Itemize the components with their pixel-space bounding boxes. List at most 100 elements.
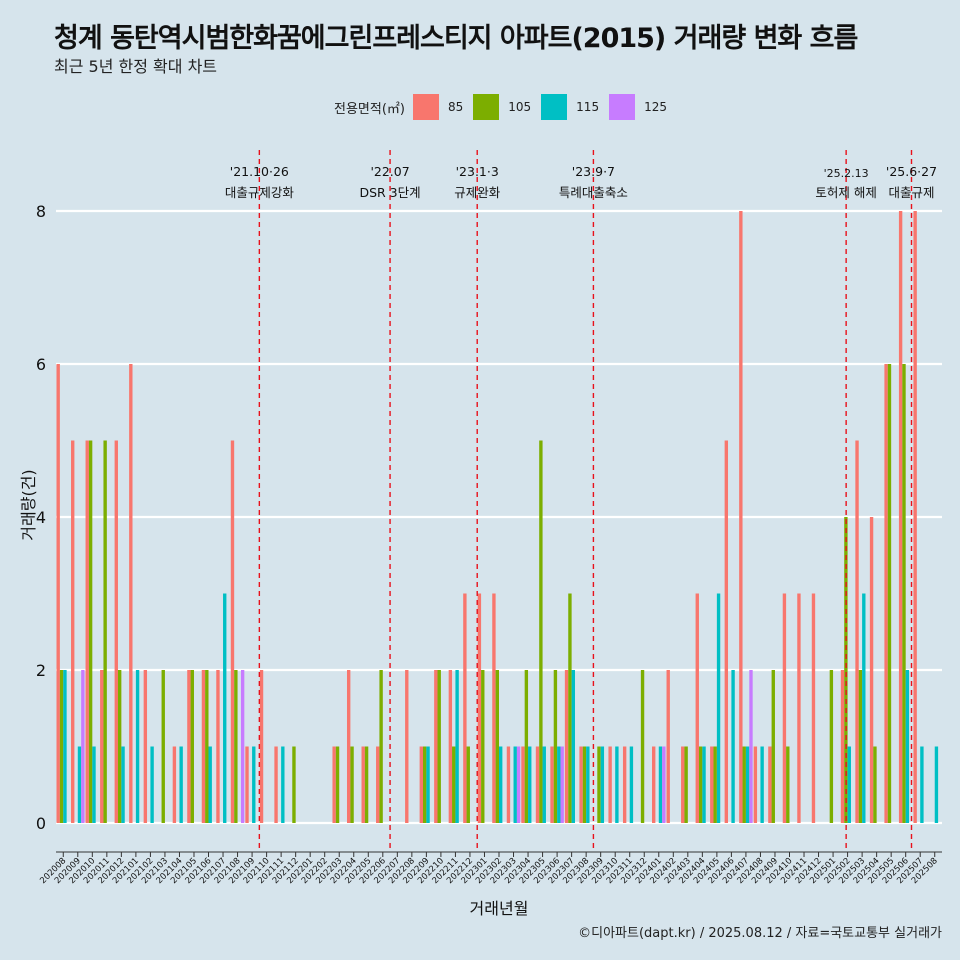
bar-85-202302 <box>492 593 496 823</box>
bar-115-202008 <box>63 670 67 823</box>
bar-115-202507 <box>920 746 924 823</box>
bar-115-202303 <box>513 746 517 823</box>
bar-105-202409 <box>771 670 775 823</box>
bar-115-202308 <box>586 746 590 823</box>
bar-105-202206 <box>379 670 383 823</box>
bar-105-202309 <box>597 746 601 823</box>
bar-105-202407 <box>742 746 746 823</box>
bar-115-202305 <box>542 746 546 823</box>
y-axis-title: 거래량(건) <box>19 469 38 540</box>
bar-115-202107 <box>223 593 227 823</box>
y-tick-label-4: 4 <box>36 508 46 527</box>
bar-105-202301 <box>481 670 485 823</box>
bar-85-202101 <box>129 364 133 823</box>
legend-swatch-105 <box>473 94 500 120</box>
bar-85-202110 <box>259 670 264 823</box>
legend-title: 전용면적(㎡) <box>334 101 405 117</box>
bar-105-202212 <box>466 746 470 823</box>
bar-115-202211 <box>455 670 459 823</box>
bar-85-202011 <box>100 670 104 823</box>
bar-105-202403 <box>684 746 688 823</box>
bar-85-202109 <box>245 746 249 823</box>
bar-85-202406 <box>724 440 729 823</box>
bar-85-202405 <box>710 746 714 823</box>
bar-115-202101 <box>135 670 140 823</box>
bar-105-202307 <box>568 593 572 823</box>
bar-115-202407 <box>745 746 750 823</box>
legend-swatch-125 <box>609 94 636 120</box>
legend-swatch-85 <box>412 94 439 120</box>
bar-85-202203 <box>332 746 336 823</box>
bar-115-202307 <box>571 670 576 823</box>
event-label-0: 대출규제강화 <box>225 185 295 200</box>
event-date-4: '25.2.13 <box>824 167 869 180</box>
bar-105-202105 <box>190 670 194 823</box>
bar-115-202405 <box>716 593 721 823</box>
bar-105-202305 <box>539 440 543 823</box>
event-label-5: 대출규제 <box>888 185 934 200</box>
bar-85-202208 <box>405 670 409 823</box>
bar-115-202010 <box>92 746 96 823</box>
bar-85-202211 <box>448 670 453 823</box>
bar-85-202301 <box>477 593 482 823</box>
event-date-3: '23.9·7 <box>572 164 615 179</box>
bar-85-202403 <box>681 746 685 823</box>
bar-125-202306 <box>560 746 564 823</box>
bar-85-202303 <box>506 746 511 823</box>
bar-105-202312 <box>640 670 645 823</box>
bar-85-202408 <box>753 746 758 823</box>
y-tick-label-0: 0 <box>36 814 46 833</box>
bar-115-202502 <box>847 746 851 823</box>
bar-85-202010 <box>85 440 89 823</box>
y-tick-label-2: 2 <box>36 661 46 680</box>
legend-label-115: 115 <box>576 100 600 114</box>
event-label-3: 특례대출축소 <box>559 185 628 200</box>
bar-115-202106 <box>208 746 212 823</box>
event-date-5: '25.6·27 <box>886 164 937 179</box>
bar-115-202306 <box>557 746 561 823</box>
bar-85-202102 <box>143 670 148 823</box>
bar-105-202302 <box>495 670 499 823</box>
bar-105-202204 <box>350 746 354 823</box>
bar-85-202012 <box>114 440 118 823</box>
bar-105-202205 <box>364 746 369 823</box>
source-caption: ©디아파트(dapt.kr) / 2025.08.12 / 자료=국토교통부 실… <box>578 926 942 941</box>
y-tick-label-6: 6 <box>36 355 46 374</box>
bar-85-202507 <box>913 211 917 823</box>
bar-105-202011 <box>103 440 107 823</box>
bar-115-202310 <box>615 746 619 823</box>
bar-115-202408 <box>760 746 764 823</box>
legend-swatch-115 <box>541 94 568 120</box>
bar-125-202401 <box>662 746 666 823</box>
bar-85-202305 <box>535 746 540 823</box>
legend-item-105: 105 <box>473 94 531 120</box>
bar-115-202102 <box>150 746 154 823</box>
bar-105-202209 <box>422 746 427 823</box>
bar-115-202401 <box>658 746 663 823</box>
bar-105-202405 <box>713 746 717 823</box>
bar-115-202404 <box>702 746 706 823</box>
bar-105-202504 <box>873 746 877 823</box>
bar-125-202407 <box>749 670 753 823</box>
bar-85-202310 <box>608 746 612 823</box>
bar-115-202111 <box>281 746 285 823</box>
bar-85-202205 <box>361 746 365 823</box>
event-label-1: DSR 3단계 <box>359 185 420 200</box>
bar-115-202302 <box>499 746 503 823</box>
bar-85-202506 <box>898 211 903 823</box>
bar-85-202402 <box>666 670 670 823</box>
bar-85-202306 <box>550 746 554 823</box>
bar-115-202104 <box>179 746 183 823</box>
legend-label-85: 85 <box>447 100 464 114</box>
bar-115-202503 <box>862 593 866 823</box>
bar-85-202502 <box>840 670 845 823</box>
bar-115-202009 <box>77 746 82 823</box>
bar-105-202304 <box>524 670 529 823</box>
bar-105-202506 <box>902 364 906 823</box>
bar-85-202105 <box>187 670 191 823</box>
bar-85-202407 <box>739 211 743 823</box>
bar-85-202307 <box>564 670 569 823</box>
bar-85-202504 <box>869 517 874 823</box>
legend-label-125: 125 <box>644 100 667 114</box>
